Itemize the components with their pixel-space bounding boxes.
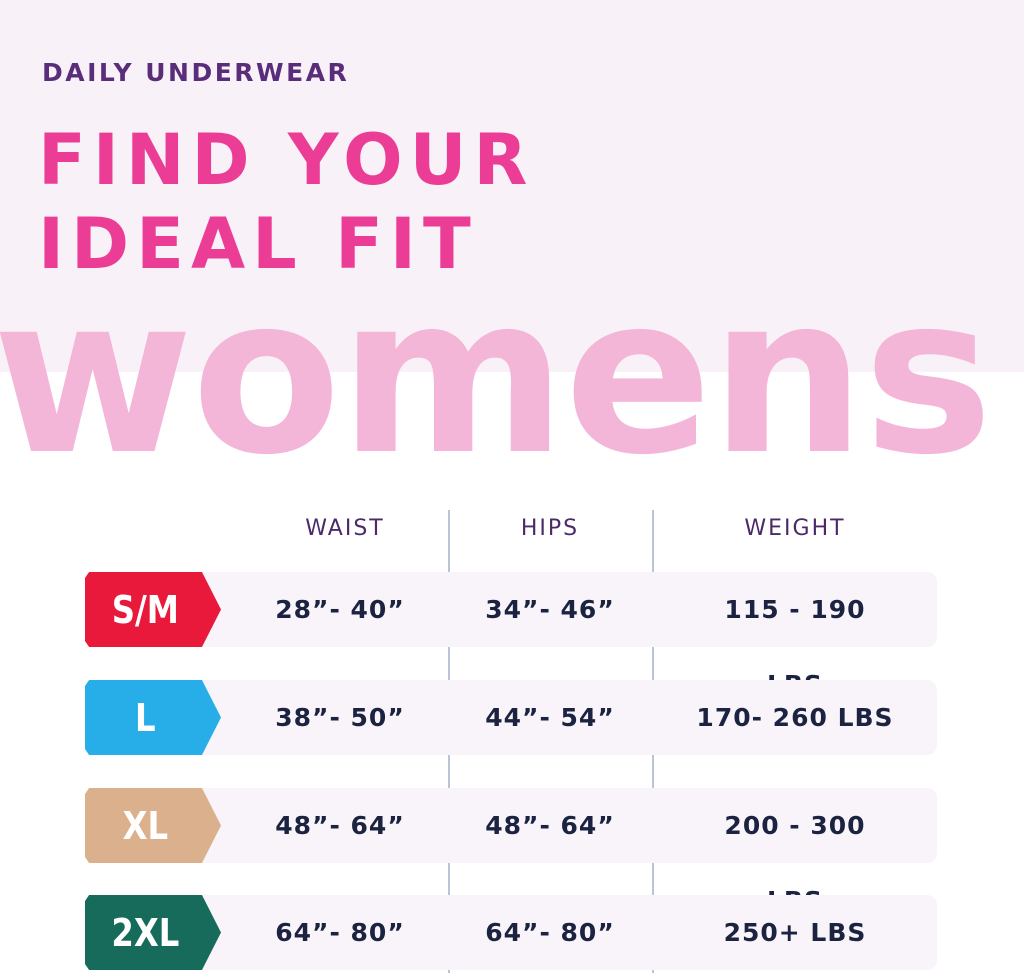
weight-value: 200 - 300 LBS bbox=[724, 811, 866, 915]
header-hips: HIPS bbox=[520, 516, 580, 541]
header-band bbox=[0, 0, 1024, 372]
waist-value: 64”- 80” bbox=[275, 918, 405, 947]
size-row: XL 48”- 64” 48”- 64” 200 - 300 LBS bbox=[85, 788, 937, 915]
size-badge: 2XL bbox=[85, 895, 221, 970]
header-waist: WAIST bbox=[305, 516, 385, 541]
title-line-2: IDEAL FIT bbox=[38, 203, 478, 285]
weight-value: 115 - 190 LBS bbox=[724, 595, 866, 699]
hips-value: 64”- 80” bbox=[485, 918, 615, 947]
size-badge: S/M bbox=[85, 572, 221, 647]
size-badge: XL bbox=[85, 788, 221, 863]
title-line-1: FIND YOUR bbox=[38, 119, 535, 201]
eyebrow-label: DAILY UNDERWEAR bbox=[42, 58, 350, 87]
size-badge: L bbox=[85, 680, 221, 755]
waist-value: 38”- 50” bbox=[275, 703, 405, 732]
womens-watermark: womens bbox=[0, 250, 993, 503]
hips-value: 48”- 64” bbox=[485, 811, 615, 840]
header-weight: WEIGHT bbox=[744, 516, 846, 541]
weight-value: 170- 260 LBS bbox=[696, 703, 894, 732]
page-title: FIND YOUR IDEAL FIT bbox=[38, 118, 534, 286]
waist-value: 28”- 40” bbox=[275, 595, 405, 624]
hips-value: 34”- 46” bbox=[485, 595, 615, 624]
size-row: L 38”- 50” 44”- 54” 170- 260 LBS bbox=[85, 680, 937, 755]
size-row: S/M 28”- 40” 34”- 46” 115 - 190 LBS bbox=[85, 572, 937, 699]
waist-value: 48”- 64” bbox=[275, 811, 405, 840]
hips-value: 44”- 54” bbox=[485, 703, 615, 732]
size-row: 2XL 64”- 80” 64”- 80” 250+ LBS bbox=[85, 895, 937, 970]
weight-value: 250+ LBS bbox=[723, 918, 867, 947]
